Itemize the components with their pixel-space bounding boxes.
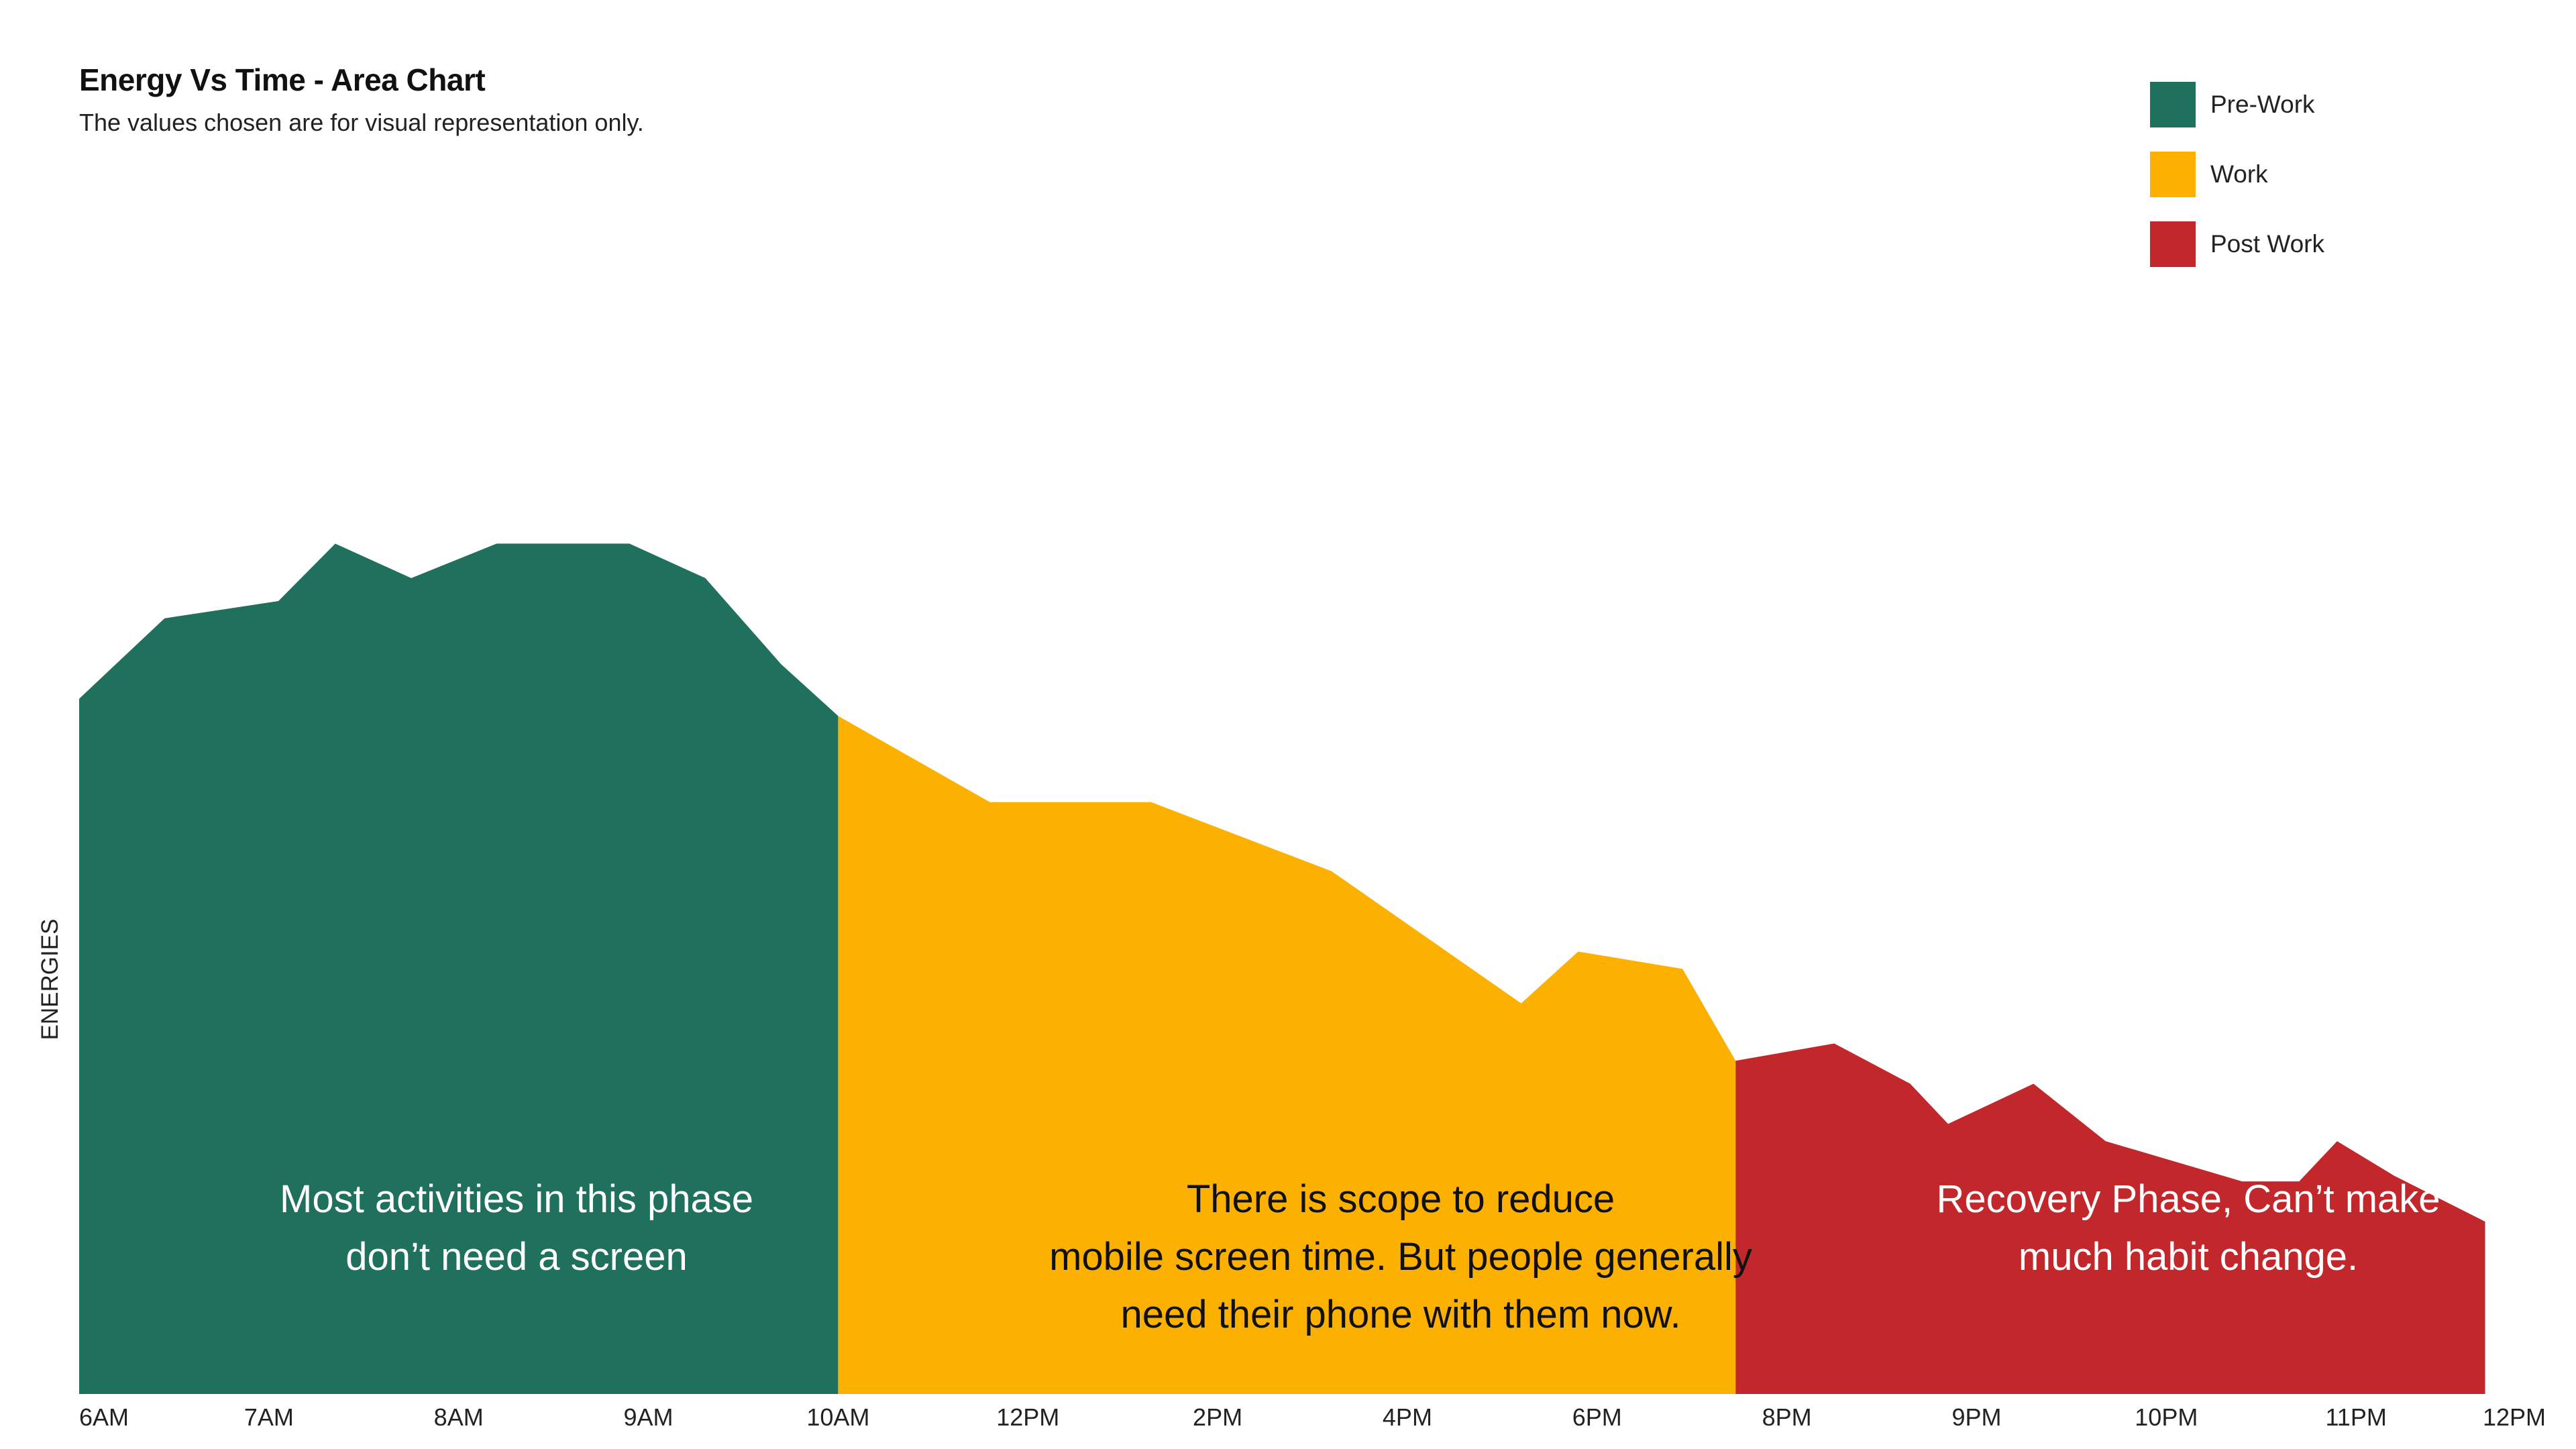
x-tick-label: 9PM [1951, 1403, 2002, 1431]
legend: Pre-Work Work Post Work [2150, 82, 2324, 291]
x-tick-label: 11PM [2325, 1403, 2387, 1431]
x-tick-label: 8PM [1762, 1403, 1812, 1431]
x-tick-label: 2PM [1193, 1403, 1243, 1431]
area-series-group [79, 543, 2485, 1394]
x-tick-label: 10PM [2135, 1403, 2198, 1431]
annotation-pre-work-line: don’t need a screen [345, 1235, 688, 1279]
legend-label-post-work: Post Work [2210, 230, 2324, 258]
legend-label-pre-work: Pre-Work [2210, 91, 2315, 118]
x-tick-label: 4PM [1382, 1403, 1432, 1431]
area-pre-work [79, 543, 839, 1394]
x-tick-label: 9AM [623, 1403, 674, 1431]
chart-subtitle: The values chosen are for visual represe… [79, 109, 644, 136]
legend-swatch-work [2150, 152, 2196, 197]
annotation-post-work-line: much habit change. [2018, 1235, 2359, 1279]
area-work [838, 716, 1736, 1394]
legend-item-work: Work [2150, 152, 2324, 197]
legend-item-pre-work: Pre-Work [2150, 82, 2324, 127]
legend-item-post-work: Post Work [2150, 221, 2324, 267]
x-tick-label: 12PM [2482, 1403, 2546, 1431]
annotation-post-work-line: Recovery Phase, Can’t make [1936, 1177, 2440, 1221]
legend-label-work: Work [2210, 160, 2268, 188]
annotation-post-work: Recovery Phase, Can’t make much habit ch… [1936, 1171, 2440, 1286]
x-tick-label: 7AM [244, 1403, 294, 1431]
y-axis-label: ENERGIES [37, 918, 63, 1040]
chart-title: Energy Vs Time - Area Chart [79, 62, 486, 97]
x-tick-label: 6AM [79, 1403, 129, 1431]
x-tick-label: 10AM [806, 1403, 870, 1431]
x-tick-label: 6PM [1572, 1403, 1622, 1431]
x-tick-label: 8AM [433, 1403, 484, 1431]
legend-swatch-post-work [2150, 221, 2196, 267]
annotation-work: There is scope to reduce mobile screen t… [1049, 1171, 1752, 1344]
annotation-work-line: mobile screen time. But people generally [1049, 1235, 1752, 1279]
annotation-pre-work-line: Most activities in this phase [280, 1177, 753, 1221]
x-tick-label: 12PM [996, 1403, 1060, 1431]
annotation-pre-work: Most activities in this phase don’t need… [280, 1171, 753, 1286]
legend-swatch-pre-work [2150, 82, 2196, 127]
annotation-work-line: need their phone with them now. [1120, 1293, 1681, 1336]
area-post-work [1735, 1043, 2485, 1394]
annotation-work-line: There is scope to reduce [1186, 1177, 1615, 1221]
